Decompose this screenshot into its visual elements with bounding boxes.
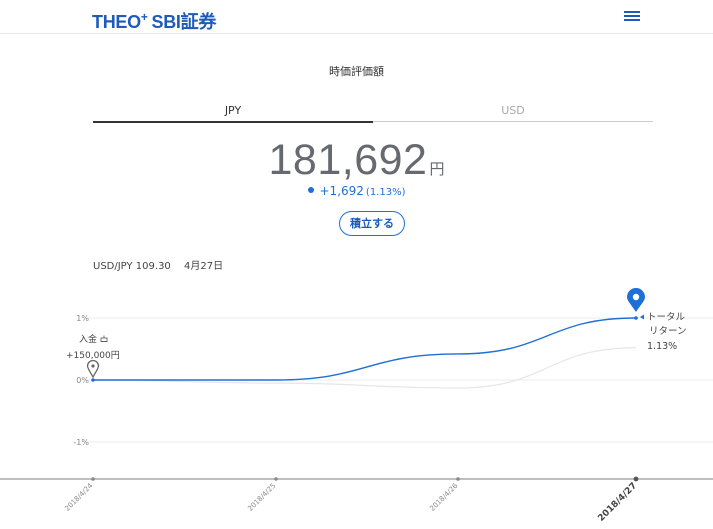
brand-theo: THEO [92, 12, 141, 32]
deposit-button[interactable]: 積立する [339, 211, 405, 236]
total-return-label-2: リターン [649, 326, 687, 337]
x-tick-label: 2018/4/25 [246, 482, 277, 513]
tab-usd[interactable]: USD [373, 101, 653, 122]
x-tick-label: 2018/4/27 [596, 481, 639, 524]
deposit-amount: +150,000円 [66, 350, 120, 361]
fx-pair: USD/JPY [93, 261, 133, 272]
series-point [634, 316, 638, 320]
y-tick-label: 1% [76, 314, 89, 323]
y-tick-label: -1% [73, 438, 89, 447]
pointer-arrow-icon [640, 314, 644, 320]
total-return-label-1: トータル [647, 312, 686, 323]
app-header: THEO+ SBI証券 [0, 0, 713, 34]
page-title: 時価評価額 [329, 65, 384, 78]
series-line-secondary [92, 347, 637, 389]
fx-rate: USD/JPY 109.30 4月27日 [93, 257, 223, 272]
performance-chart: 1% 0% -1% 2018/4/24 2018/4/25 2018/4/26 2018/4… [0, 288, 713, 524]
deposit-label: 入金 [79, 333, 97, 345]
brand-partner: SBI証券 [151, 12, 217, 32]
x-tick-label: 2018/4/24 [63, 481, 94, 512]
deposit-pin-icon [86, 359, 100, 379]
deposit-pin-dot [91, 364, 95, 368]
change-value: +1,692 [319, 184, 364, 198]
bank-icon [100, 335, 108, 342]
x-tick-dot [274, 477, 278, 481]
change-percent: (1.13%) [365, 187, 406, 198]
series-point [91, 378, 95, 382]
fx-rate-value: 109.30 [135, 261, 171, 272]
brand-logo[interactable]: THEO+ SBI証券 [92, 5, 217, 32]
fx-date: 4月27日 [183, 261, 224, 272]
tab-jpy[interactable]: JPY [93, 101, 373, 123]
currency-tabs: JPY USD [93, 101, 653, 123]
brand-plus: + [140, 10, 148, 24]
x-tick-dot [633, 476, 639, 482]
total-return-percent: 1.13% [647, 341, 677, 352]
valuation-unit: 円 [429, 160, 445, 178]
valuation-value: 181,692 [268, 136, 428, 184]
x-tick-label: 2018/4/26 [428, 481, 459, 512]
pin-hole [632, 293, 640, 301]
valuation-change: +1,692 (1.13%) [0, 184, 713, 198]
series-line-primary [93, 317, 637, 381]
valuation-amount: 181,692 円 [0, 136, 713, 185]
change-dot-icon [307, 187, 314, 193]
x-tick-dot [456, 477, 460, 481]
hamburger-menu-icon[interactable] [624, 11, 640, 22]
y-tick-label: 0% [76, 376, 89, 385]
x-tick-dot [91, 477, 95, 481]
